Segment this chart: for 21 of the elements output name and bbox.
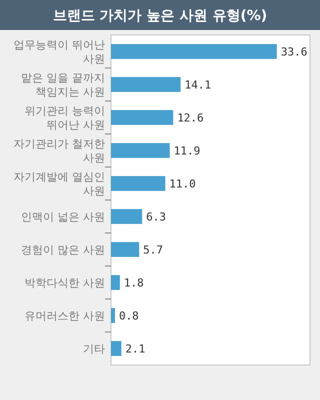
data-label: 14.1 <box>184 78 212 92</box>
data-label: 5.7 <box>143 244 164 256</box>
data-label: 11.0 <box>169 178 196 190</box>
data-label: 33.6 <box>280 46 308 58</box>
title: 브랜드 가치가 높은 사원 유형(%) <box>52 8 268 24</box>
y-tick-label: 기타 <box>83 342 105 356</box>
data-label: 1.8 <box>124 276 144 290</box>
y-tick-label: 경험이 많은 사원 <box>21 244 105 256</box>
y-tick-label: 인맥이 넓은 사원 <box>21 210 105 224</box>
y-tick-label: 유머러스한 사원 <box>24 310 105 322</box>
y-tick-label: 업무능력이 뛰어난 사원 <box>14 38 105 66</box>
data-label: 2.1 <box>125 342 146 356</box>
data-label: 0.8 <box>118 310 139 322</box>
y-tick-label: 자기계발에 열심인 사원 <box>14 170 105 198</box>
data-label: 11.9 <box>174 144 200 158</box>
data-label: 6.3 <box>146 210 166 224</box>
y-tick-label: 위기관리 능력이 뛰어난 사원 <box>24 104 105 132</box>
y-tick-label: 박학다식한 사원 <box>24 276 105 290</box>
y-tick-label: 자기관리가 철저한 사원 <box>14 138 105 164</box>
data-label: 12.6 <box>177 112 204 124</box>
y-tick-label: 맡은 일을 끝까지 책임지는 사원 <box>21 72 105 98</box>
